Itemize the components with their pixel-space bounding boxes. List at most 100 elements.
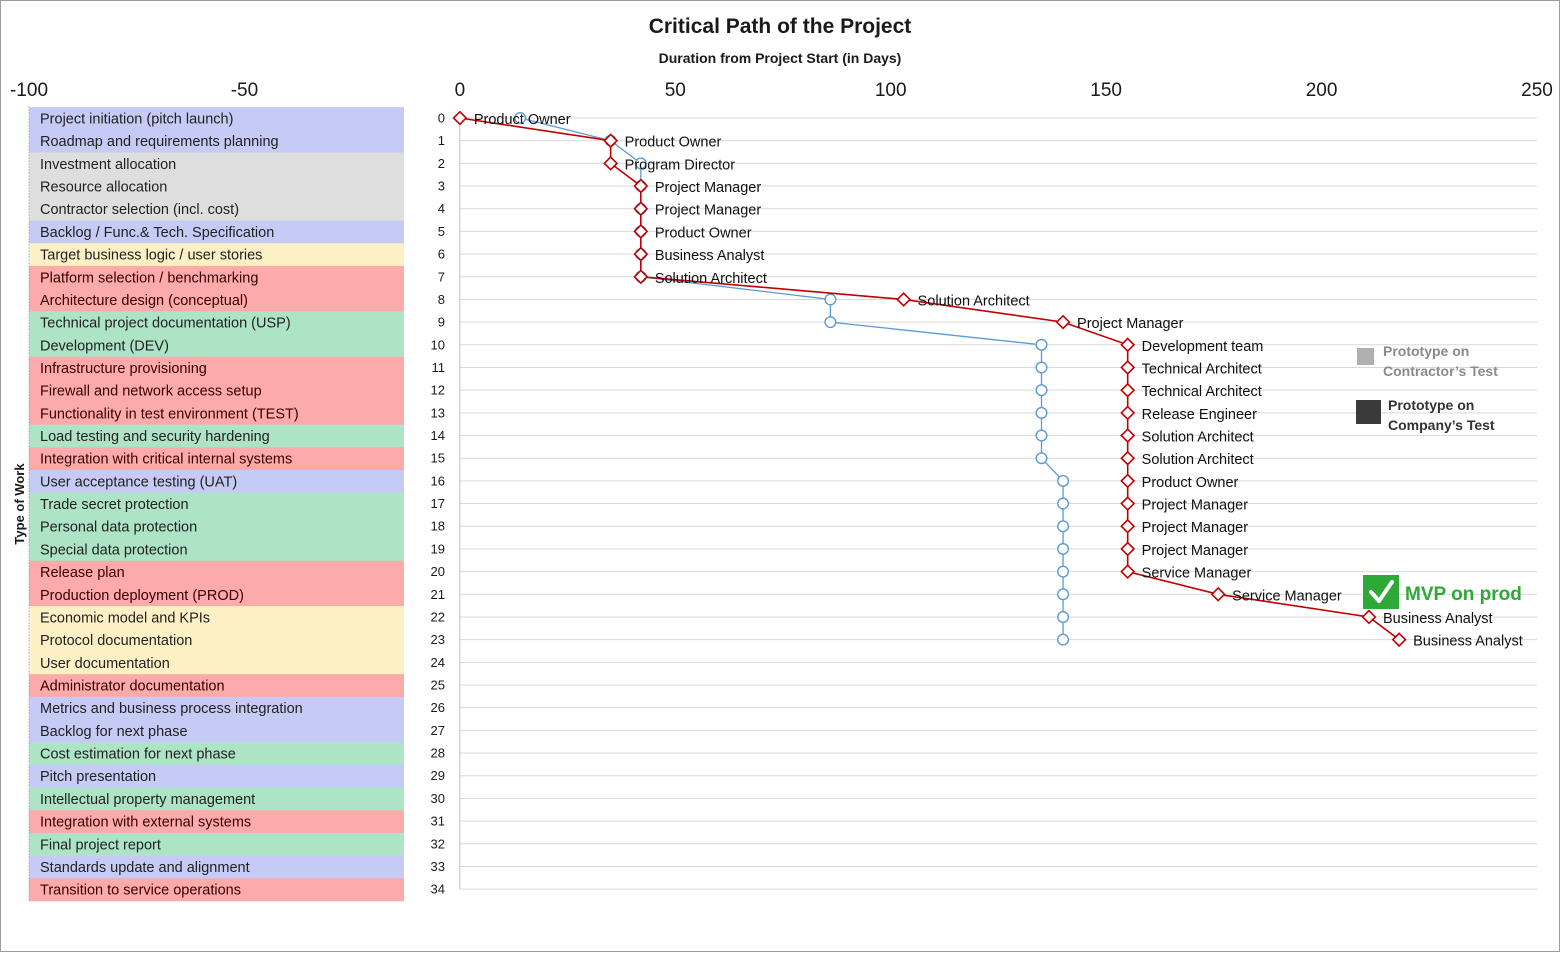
category-label: Cost estimation for next phase [40, 747, 236, 763]
y-tick-label: 30 [431, 791, 445, 806]
category-label: Intellectual property management [40, 792, 255, 808]
category-label: Firewall and network access setup [40, 384, 262, 400]
category-band [29, 152, 404, 176]
category-label: Architecture design (conceptual) [40, 293, 248, 309]
data-label: Project Manager [1142, 520, 1249, 536]
category-label: Special data protection [40, 542, 188, 558]
y-tick-label: 5 [438, 224, 445, 239]
data-point [1057, 565, 1070, 578]
category-label: Production deployment (PROD) [40, 588, 244, 604]
x-tick-labels: -100 -50 0 50 100 150 200 250 [10, 80, 1553, 101]
data-point [1035, 452, 1048, 465]
data-point [1057, 474, 1070, 487]
annotations: Prototype on Contractor’s Test Prototype o… [1356, 343, 1522, 609]
y-tick-label: 34 [431, 882, 445, 897]
y-tick-label: 6 [438, 247, 445, 262]
category-label: Functionality in test environment (TEST) [40, 406, 299, 422]
category-label: Resource allocation [40, 180, 167, 196]
y-tick-label: 22 [431, 609, 445, 624]
category-label: Project initiation (pitch launch) [40, 112, 233, 128]
category-label: Development (DEV) [40, 338, 169, 354]
annotation-text: Company’s Test [1388, 417, 1495, 433]
data-label: Service Manager [1142, 566, 1252, 582]
category-label: Target business logic / user stories [40, 248, 262, 264]
data-point [1035, 406, 1048, 419]
y-tick-label: 15 [431, 451, 445, 466]
y-tick-label: 20 [431, 564, 445, 579]
category-band [29, 878, 404, 902]
legend-swatch [1356, 400, 1381, 424]
annotation-text: Contractor’s Test [1383, 363, 1498, 379]
y-tick-label: 23 [431, 632, 445, 647]
data-point [1120, 337, 1136, 353]
y-tick-label: 21 [431, 587, 445, 602]
data-label: Program Director [625, 157, 736, 173]
y-tick-label: 33 [431, 859, 445, 874]
annotation-text: Prototype on [1388, 397, 1474, 413]
data-point [1120, 360, 1136, 375]
data-label: Product Owner [1142, 475, 1239, 491]
category-label: Release plan [40, 565, 125, 581]
data-label: Product Owner [655, 225, 752, 241]
y-tick-label: 24 [431, 655, 445, 670]
y-tick-label: 13 [431, 405, 445, 420]
category-label: Personal data protection [40, 520, 197, 536]
data-point [633, 246, 649, 262]
y-tick-label: 7 [438, 269, 445, 284]
data-point [1057, 542, 1070, 555]
data-label: Development team [1142, 339, 1264, 355]
y-tick-label: 2 [438, 156, 445, 171]
data-point [633, 178, 649, 194]
data-point [1120, 428, 1136, 443]
data-label: Solution Architect [1142, 452, 1254, 468]
x-tick-label: 50 [665, 80, 686, 101]
category-label: Metrics and business process integration [40, 701, 303, 717]
y-tick-label: 12 [431, 383, 445, 398]
data-point [452, 110, 468, 126]
category-band [29, 696, 404, 720]
series-line [459, 117, 1400, 641]
category-label: Protocol documentation [40, 633, 192, 649]
category-band [29, 651, 404, 675]
category-label: User documentation [40, 656, 170, 672]
y-tick-label: 4 [438, 201, 445, 216]
category-label: Platform selection / benchmarking [40, 270, 258, 286]
category-band [29, 742, 404, 766]
y-tick-label: 32 [431, 836, 445, 851]
data-label: Release Engineer [1142, 407, 1257, 423]
category-band [29, 129, 404, 153]
data-point [1120, 405, 1136, 421]
y-tick-label: 28 [431, 746, 445, 761]
y-tick-label: 14 [431, 428, 445, 443]
data-point [603, 133, 619, 149]
data-label: Technical Architect [1142, 361, 1262, 377]
data-point [1120, 541, 1136, 557]
category-band [29, 719, 404, 743]
x-tick-label: 100 [875, 80, 907, 101]
category-label: Backlog for next phase [40, 724, 188, 740]
checkmark-icon [1363, 575, 1399, 609]
category-band [29, 311, 404, 335]
data-point [1057, 520, 1070, 533]
chart-title: Critical Path of the Project [649, 15, 912, 38]
category-band [29, 356, 404, 380]
category-label: Administrator documentation [40, 679, 225, 695]
y-tick-label: 29 [431, 768, 445, 783]
data-point [1055, 314, 1071, 330]
category-label: Standards update and alignment [40, 860, 250, 876]
data-label: Business Analyst [655, 248, 765, 264]
data-label: Product Owner [474, 112, 571, 128]
y-tick-labels: 0123456789101112131415161718192021222324… [431, 111, 445, 897]
category-band [29, 787, 404, 811]
category-label: Infrastructure provisioning [40, 361, 207, 377]
data-label: Solution Architect [1142, 430, 1254, 446]
x-tick-label: 150 [1090, 80, 1122, 101]
y-tick-label: 10 [431, 337, 445, 352]
y-tick-label: 19 [431, 541, 445, 556]
data-point [1361, 609, 1377, 625]
x-tick-label: 250 [1521, 80, 1553, 101]
category-band [29, 197, 404, 221]
category-label: Load testing and security hardening [40, 429, 270, 445]
